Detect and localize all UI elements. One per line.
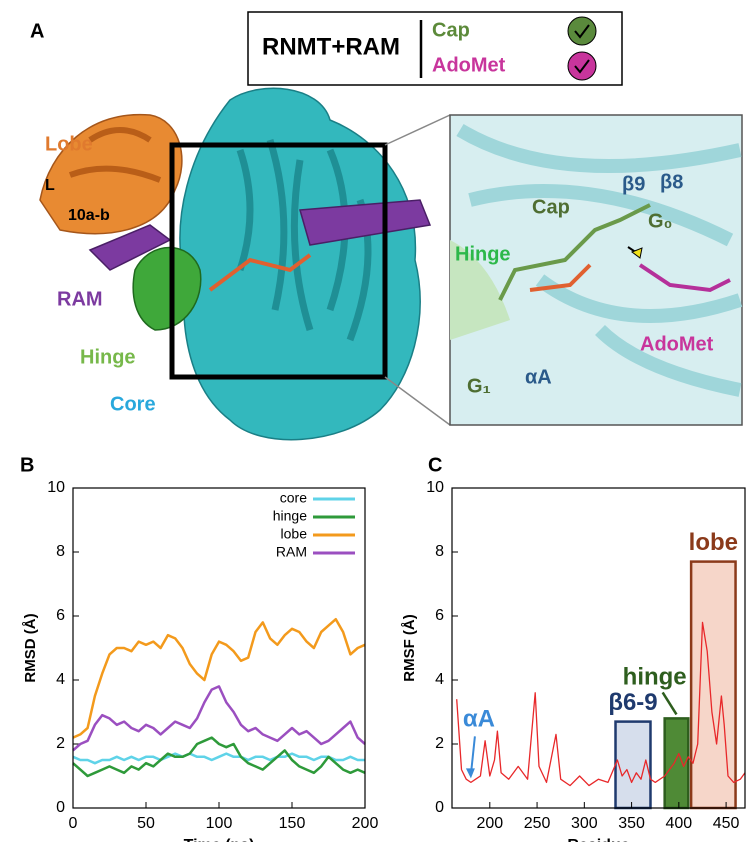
panel-label: B (20, 454, 34, 476)
zoom-line (384, 376, 451, 426)
x-tick-label: 250 (524, 815, 551, 832)
check-mark (574, 59, 590, 74)
check-icon (567, 51, 597, 81)
region-label: lobe (689, 529, 738, 556)
y-tick-label: 10 (426, 479, 444, 496)
panel-label: C (428, 454, 442, 476)
pointer-head (465, 768, 475, 779)
x-tick-label: 300 (571, 815, 598, 832)
inset (449, 114, 743, 426)
region-label: hinge (623, 664, 687, 691)
panel-label: A (30, 20, 44, 42)
legend-box (247, 11, 623, 86)
structure-label: Core (110, 393, 156, 415)
structure-label: Hinge (80, 346, 136, 368)
zoom-box (169, 142, 388, 380)
x-tick-label: 400 (665, 815, 692, 832)
data-line (72, 752, 365, 765)
y-tick-label: 6 (56, 607, 65, 624)
y-tick-label: 8 (435, 543, 444, 560)
legend-label: hinge (273, 508, 307, 524)
inset-label: Hinge (455, 243, 511, 265)
structure-label: L (45, 177, 55, 194)
inset-label: β8 (660, 171, 683, 193)
data-line (72, 736, 366, 778)
y-tick-label: 0 (56, 799, 65, 816)
x-axis-label: Time (ns) (184, 837, 255, 842)
x-tick-label: 100 (206, 815, 233, 832)
legend-item: Cap (432, 19, 470, 41)
x-tick-label: 150 (279, 815, 306, 832)
x-tick-label: 200 (352, 815, 379, 832)
x-tick-label: 50 (137, 815, 155, 832)
inset-label: G₁ (467, 375, 491, 397)
inset-label: β9 (622, 173, 645, 195)
region-label: β6-9 (608, 689, 657, 716)
plot-frame (72, 487, 366, 809)
x-tick-label: 350 (618, 815, 645, 832)
structure-label: 10a-b (68, 207, 110, 224)
region-box (689, 560, 737, 810)
region-arrow (661, 691, 678, 716)
inset-label: G₀ (648, 210, 673, 232)
data-line (456, 621, 746, 787)
x-tick-label: 0 (69, 815, 78, 832)
check-icon (567, 16, 597, 46)
protein-structure (39, 87, 432, 441)
data-line (72, 685, 366, 752)
plot-frame (451, 487, 746, 809)
pointer-label: αA (463, 706, 495, 733)
inset-label: αA (525, 366, 552, 388)
legend-label: lobe (281, 526, 308, 542)
inset-label: Cap (532, 196, 570, 218)
legend-item: AdoMet (432, 54, 506, 76)
structure-label: Lobe (45, 133, 93, 155)
legend-title: RNMT+RAM (262, 33, 400, 60)
y-tick-label: 2 (56, 735, 65, 752)
y-tick-label: 2 (435, 735, 444, 752)
legend-label: core (280, 490, 307, 506)
inset-label: AdoMet (640, 333, 714, 355)
y-tick-label: 4 (56, 671, 65, 688)
data-line (72, 617, 366, 739)
pointer-arrow (469, 736, 476, 775)
x-axis-label: Residue (567, 837, 629, 842)
structure-label: RAM (57, 288, 103, 310)
y-tick-label: 4 (435, 671, 444, 688)
y-tick-label: 10 (47, 479, 65, 496)
check-mark (574, 24, 590, 39)
y-tick-label: 0 (435, 799, 444, 816)
y-axis-label: RMSF (Å) (401, 614, 418, 682)
x-tick-label: 450 (713, 815, 740, 832)
x-tick-label: 200 (476, 815, 503, 832)
y-tick-label: 6 (435, 607, 444, 624)
y-axis-label: RMSD (Å) (22, 613, 39, 682)
zoom-line (384, 114, 451, 146)
y-tick-label: 8 (56, 543, 65, 560)
legend-label: RAM (276, 544, 307, 560)
